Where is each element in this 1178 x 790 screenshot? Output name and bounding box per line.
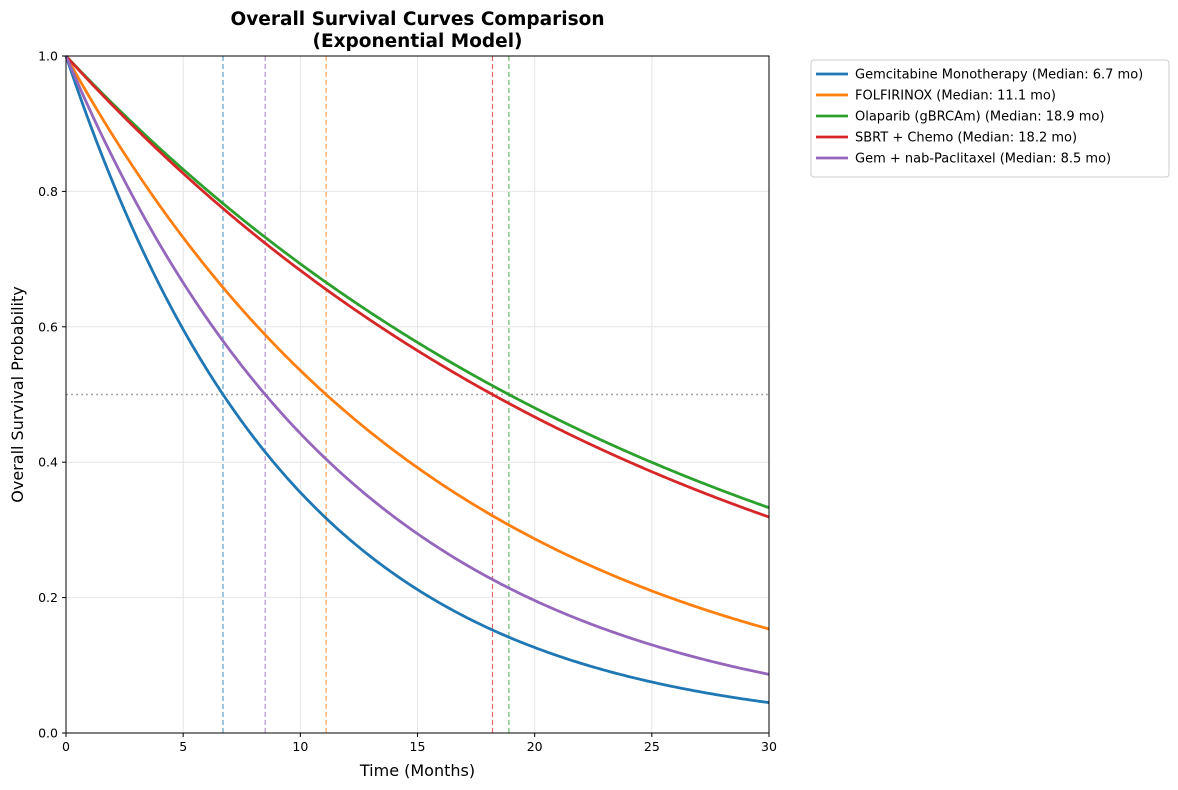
- legend-box: [810, 59, 1170, 178]
- axis-ticks: 0 5 10 15 20 25 30 0.0 0.2 0.4 0.6 0.8 1.0: [38, 49, 777, 755]
- x-tick-label-6: 30: [761, 739, 777, 754]
- series-line-0: [64, 55, 770, 704]
- x-tick-label-2: 10: [292, 739, 308, 754]
- legend: Gemcitabine Monotherapy (Median: 6.7 mo)…: [810, 59, 1170, 178]
- y-tick-label-3: 0.6: [38, 319, 58, 334]
- series-line-3: [64, 55, 770, 519]
- legend-label-2: Olaparib (gBRCAm) (Median: 18.9 mo): [855, 110, 1104, 125]
- y-tick-label-0: 0.0: [38, 726, 58, 741]
- legend-label-3: SBRT + Chemo (Median: 18.2 mo): [855, 131, 1077, 146]
- legend-label-0: Gemcitabine Monotherapy (Median: 6.7 mo): [855, 68, 1143, 83]
- series-line-4: [64, 55, 770, 676]
- y-axis-title: Overall Survival Probability: [8, 286, 27, 502]
- y-tick-label-5: 1.0: [38, 49, 58, 64]
- y-tick-label-4: 0.8: [38, 184, 58, 199]
- legend-label-4: Gem + nab-Paclitaxel (Median: 8.5 mo): [855, 152, 1111, 167]
- series-line-1: [64, 55, 770, 631]
- x-tick-label-3: 15: [410, 739, 426, 754]
- x-tick-label-1: 5: [179, 739, 187, 754]
- y-tick-label-1: 0.2: [38, 590, 58, 605]
- series-lines: [64, 55, 770, 704]
- series-line-2: [64, 55, 770, 510]
- chart-title: Overall Survival Curves Comparison: [231, 9, 605, 30]
- x-axis-title: Time (Months): [359, 761, 475, 780]
- y-tick-label-2: 0.4: [38, 455, 58, 470]
- x-tick-label-5: 25: [644, 739, 660, 754]
- x-tick-label-0: 0: [62, 739, 70, 754]
- legend-label-1: FOLFIRINOX (Median: 11.1 mo): [855, 89, 1056, 104]
- x-tick-label-4: 20: [527, 739, 543, 754]
- chart-subtitle: (Exponential Model): [312, 31, 522, 52]
